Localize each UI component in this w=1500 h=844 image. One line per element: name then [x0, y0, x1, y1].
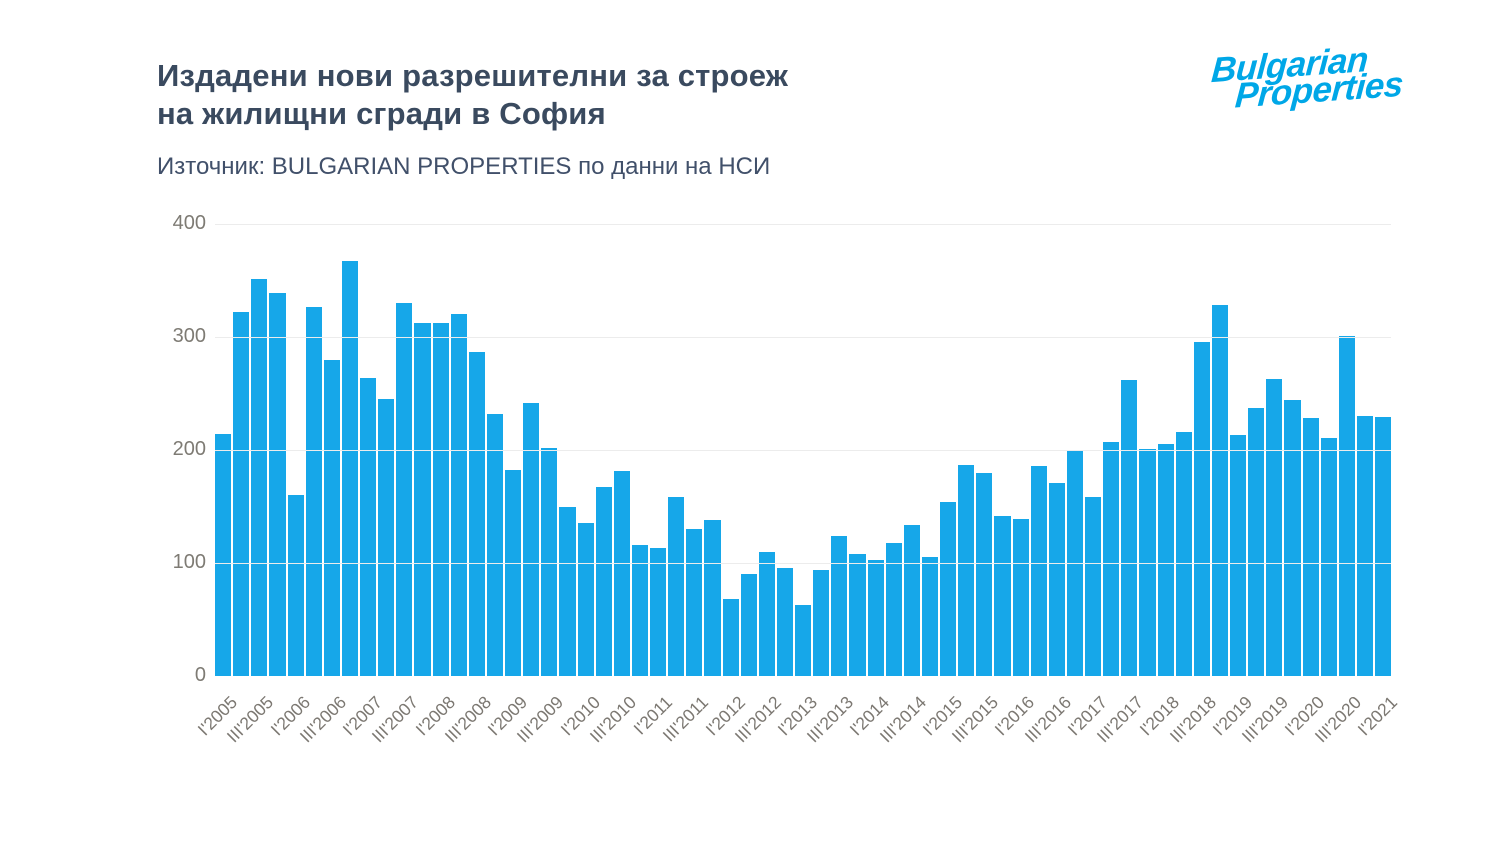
- chart-title-line2: на жилищни сгради в София: [157, 96, 606, 131]
- chart-source: Източник: BULGARIAN PROPERTIES по данни …: [157, 153, 771, 180]
- y-axis-tick-400: 400: [172, 212, 206, 234]
- bar-I'2017: [1085, 497, 1102, 676]
- bar-II'2011: [668, 497, 685, 676]
- bar-III'2019: [1266, 378, 1283, 676]
- bar-III'2020: [1338, 335, 1355, 676]
- bar-IV'2008: [486, 413, 503, 676]
- gridline-100: [215, 562, 1391, 564]
- bar-II'2007: [378, 399, 395, 676]
- bar-III'2006: [323, 359, 340, 676]
- bar-IV'2006: [341, 261, 358, 676]
- y-axis-tick-100: 100: [172, 551, 206, 573]
- bar-II'2019: [1248, 408, 1265, 676]
- chart-title: Издадени нови разрешителни за строеж на …: [157, 57, 788, 133]
- bar-I'2011: [650, 548, 667, 676]
- y-axis-tick-300: 300: [172, 325, 206, 347]
- bars-area: [215, 224, 1392, 676]
- bar-IV'2005: [269, 292, 286, 676]
- chart-title-line1: Издадени нови разрешителни за строеж: [157, 58, 789, 93]
- bar-III'2008: [468, 351, 485, 676]
- bar-III'2005: [251, 279, 268, 676]
- bar-III'2013: [831, 535, 848, 676]
- bar-II'2012: [740, 574, 757, 676]
- bar-I'2015: [940, 501, 957, 676]
- bar-II'2017: [1103, 442, 1120, 676]
- bar-III'2014: [903, 524, 920, 676]
- bar-IV'2018: [1211, 305, 1228, 676]
- bar-III'2009: [541, 447, 558, 676]
- bar-IV'2010: [631, 544, 648, 676]
- bar-I'2016: [1012, 518, 1029, 676]
- bar-I'2010: [577, 523, 594, 676]
- bar-I'2012: [722, 599, 739, 676]
- bar-III'2016: [1048, 482, 1065, 676]
- bar-I'2013: [795, 604, 812, 676]
- bar-I'2014: [867, 559, 884, 676]
- y-axis-tick-0: 0: [194, 664, 206, 686]
- bar-II'2006: [305, 306, 322, 676]
- bar-III'2017: [1121, 379, 1138, 676]
- bar-I'2018: [1157, 444, 1174, 676]
- bar-I'2008: [432, 323, 449, 676]
- y-axis-tick-200: 200: [172, 438, 206, 460]
- gridline-300: [215, 336, 1391, 338]
- bar-IV'2019: [1284, 400, 1301, 676]
- bar-I'2020: [1302, 418, 1319, 676]
- bar-II'2008: [450, 314, 467, 676]
- bar-IV'2011: [704, 520, 721, 676]
- bar-I'2007: [360, 377, 377, 676]
- bar-III'2012: [758, 551, 775, 676]
- bar-II'2009: [523, 402, 540, 676]
- bar-III'2010: [613, 471, 630, 676]
- bar-I'2006: [287, 495, 304, 676]
- bar-II'2016: [1030, 465, 1047, 676]
- bar-II'2020: [1320, 437, 1337, 676]
- bar-III'2018: [1193, 341, 1210, 676]
- bar-III'2011: [686, 529, 703, 676]
- bar-II'2018: [1175, 431, 1192, 676]
- bar-I'2005: [215, 434, 232, 676]
- bar-IV'2017: [1139, 448, 1156, 676]
- bar-II'2015: [958, 464, 975, 676]
- bar-IV'2014: [921, 557, 938, 676]
- bar-II'2010: [595, 487, 612, 676]
- gridline-400: [215, 223, 1391, 225]
- bar-IV'2007: [414, 323, 431, 676]
- bar-I'2009: [505, 470, 522, 676]
- bar-IV'2012: [776, 567, 793, 676]
- bar-IV'2015: [994, 515, 1011, 676]
- bar-IV'2009: [559, 506, 576, 676]
- bar-III'2015: [976, 472, 993, 676]
- bar-I'2019: [1230, 435, 1247, 676]
- gridline-200: [215, 449, 1391, 451]
- bar-II'2005: [233, 312, 250, 676]
- bar-III'2007: [396, 303, 413, 676]
- bar-I'2021: [1375, 417, 1392, 676]
- bar-IV'2020: [1356, 416, 1373, 676]
- bar-II'2014: [885, 542, 902, 676]
- bar-IV'2013: [849, 553, 866, 676]
- bar-II'2013: [813, 569, 830, 676]
